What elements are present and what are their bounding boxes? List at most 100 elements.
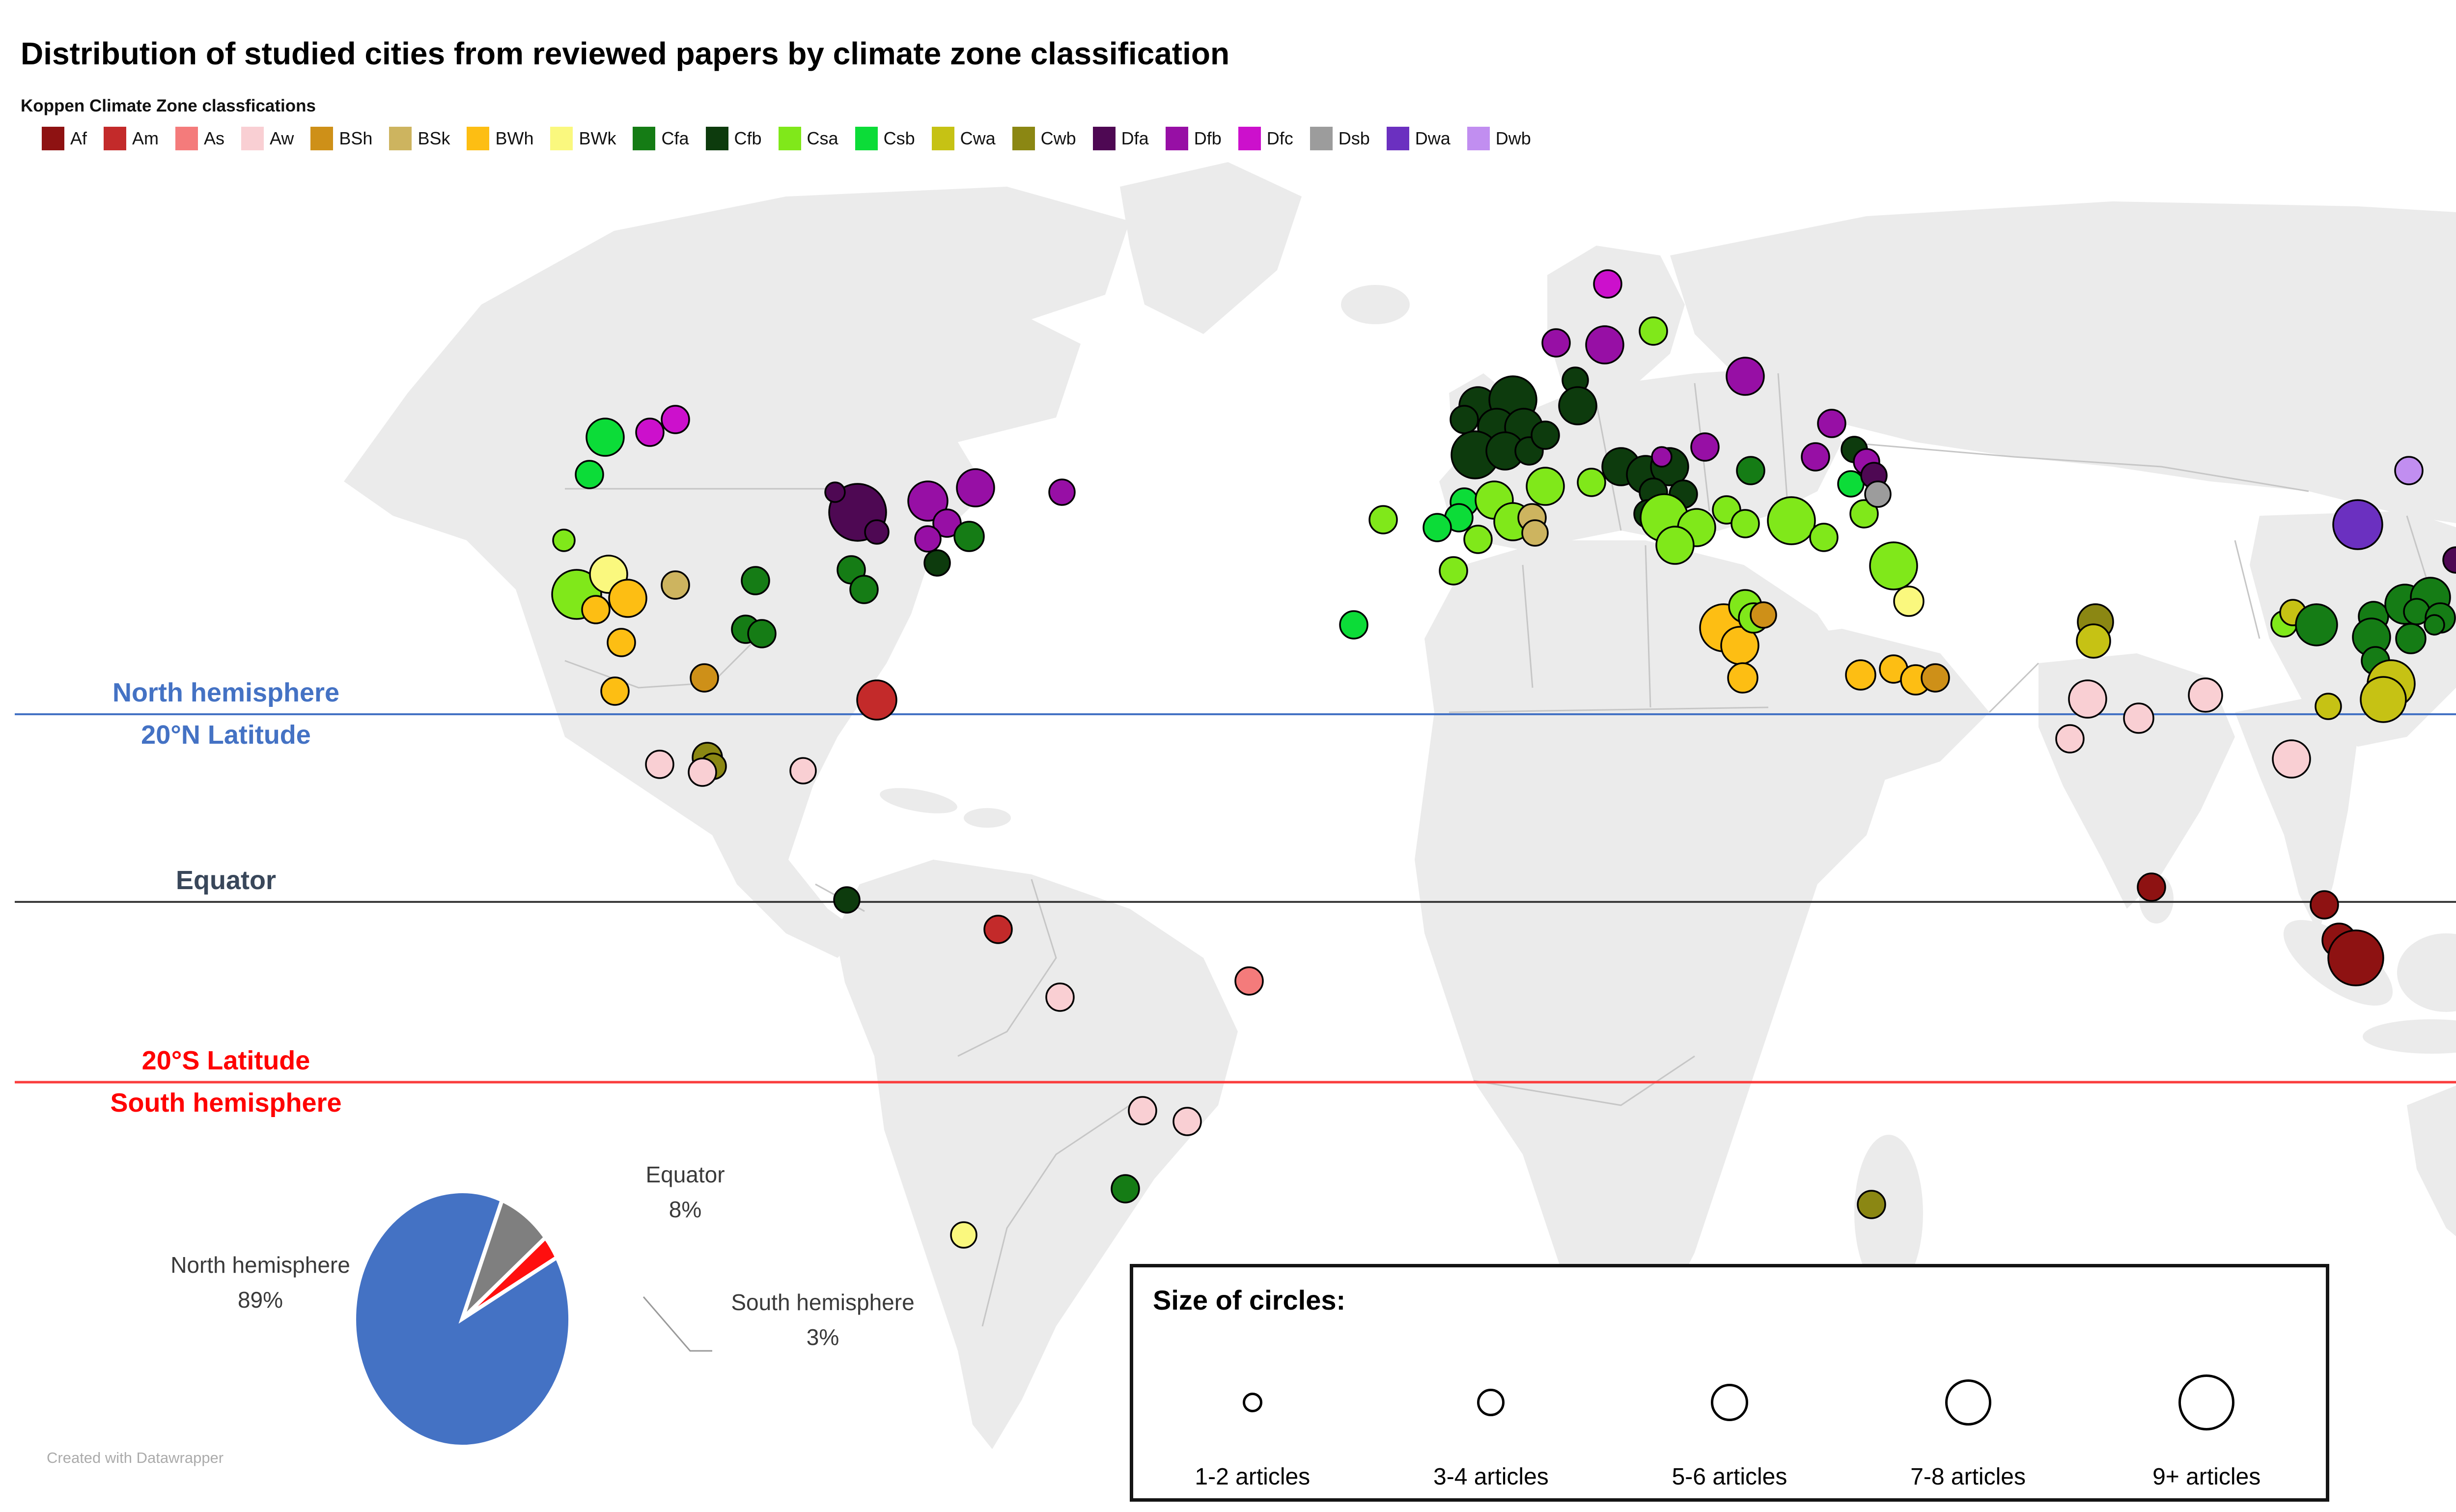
koppen-swatch-Csa [778, 127, 801, 150]
latitude-label-above-lat-20n: North hemisphere [112, 678, 340, 707]
city-circle-Csb [1339, 610, 1368, 640]
pie-label-equator-pct: 8% [669, 1197, 702, 1223]
size-bin-label: 1-2 articles [1195, 1464, 1311, 1490]
city-circle-Csa [1368, 505, 1398, 534]
latitude-label-above-equator: Equator [175, 866, 276, 895]
koppen-legend-item-Cfa: Cfa [633, 127, 689, 150]
city-circle-BWh [1727, 662, 1758, 694]
pie-label-north-pct: 89% [237, 1287, 283, 1313]
koppen-legend-items: Af Am As Aw BSh BSk BWh BWk Cfa Cfb Csa Csb Cwa Cwb Df… [42, 127, 1531, 150]
koppen-swatch-label: As [204, 128, 225, 148]
city-circle-Dfc [635, 418, 665, 447]
landmass-borneo [2397, 933, 2456, 1012]
city-circle-Csb [1837, 470, 1865, 498]
circle-size-legend-title: Size of circles: [1153, 1285, 1346, 1316]
koppen-swatch-label: BSh [339, 128, 373, 148]
landmass-greenland [1120, 162, 1302, 334]
datawrapper-credit: Created with Datawrapper [47, 1449, 224, 1466]
hemisphere-pie-chart [352, 1189, 573, 1449]
city-circle-Af [2327, 929, 2384, 986]
city-circle-Csb [586, 418, 625, 457]
koppen-swatch-label: Dfb [1194, 128, 1222, 148]
city-circle-BWh [607, 628, 636, 657]
koppen-legend-item-As: As [175, 127, 224, 150]
koppen-swatch-label: Cfa [661, 128, 689, 148]
koppen-swatch-label: BWk [579, 128, 616, 148]
city-circle-Cwa [2315, 693, 2342, 720]
city-circle-Csa [1526, 467, 1565, 506]
koppen-swatch-Dfc [1238, 127, 1261, 150]
city-circle-Csa [1849, 499, 1879, 529]
city-circle-Dfa [864, 519, 890, 545]
city-circle-Cwb [1857, 1190, 1886, 1219]
koppen-legend-item-Cfb: Cfb [705, 127, 762, 150]
city-circle-Dfc [1593, 269, 1622, 299]
koppen-legend-item-Af: Af [42, 127, 87, 150]
size-bin-circle-holder [2178, 1358, 2235, 1447]
latitude-label-below-lat-20n: 20°N Latitude [141, 720, 311, 750]
koppen-legend-item-Dsb: Dsb [1310, 127, 1370, 150]
size-bin-label: 9+ articles [2152, 1464, 2261, 1490]
pie-label-equator-text: Equator [645, 1162, 725, 1187]
city-circle-Cfa [741, 566, 770, 595]
pie-label-south-text: South hemisphere [731, 1289, 915, 1315]
landmass-siberia-russia [1670, 201, 2456, 523]
landmass-africa [1415, 540, 1891, 1326]
koppen-swatch-BWk [550, 127, 573, 150]
pie-slice-north [352, 1189, 573, 1449]
city-circle-Dfb [1585, 325, 1624, 364]
city-circle-Dfa [2442, 546, 2456, 574]
size-bin-label: 3-4 articles [1433, 1464, 1549, 1490]
city-circle-Aw [2123, 702, 2154, 734]
city-circle-Dfb [1048, 478, 1076, 506]
size-bin: 1-2 articles [1133, 1326, 1372, 1503]
size-bin-circle [1242, 1393, 1262, 1412]
pie-label-north-text: North hemisphere [170, 1252, 350, 1278]
pie-label-south-hemisphere: South hemisphere 3% [717, 1285, 928, 1355]
landmass-southeast-asia [2235, 698, 2358, 933]
koppen-legend-item-Dfa: Dfa [1092, 127, 1149, 150]
koppen-legend-item-Dwb: Dwb [1467, 127, 1531, 150]
circle-size-legend: Size of circles: 1-2 articles 3-4 article… [1130, 1264, 2329, 1502]
koppen-swatch-As [175, 127, 198, 150]
city-circle-BWh [581, 595, 611, 624]
koppen-swatch-Af [42, 127, 64, 150]
landmass-cuba [880, 788, 957, 813]
city-circle-BSk [661, 570, 690, 600]
city-circle-Csa [1767, 496, 1816, 545]
size-bin: 5-6 articles [1610, 1326, 1849, 1503]
city-circle-Csa [552, 529, 576, 552]
city-circle-Dfb [956, 468, 995, 507]
city-circle-Cfa [2295, 603, 2338, 646]
page-title: Distribution of studied cities from revi… [21, 36, 1230, 71]
landmass-hispaniola [964, 808, 1011, 828]
koppen-legend-item-Dfb: Dfb [1165, 127, 1222, 150]
city-circle-Dfa [824, 481, 846, 503]
landmass-south-america [835, 860, 1238, 1449]
city-circle-Cfa [953, 521, 985, 552]
koppen-swatch-Dwb [1467, 127, 1490, 150]
city-circle-BSh [1921, 663, 1950, 693]
city-circle-Am [983, 915, 1013, 944]
pie-leader-line [642, 1296, 712, 1352]
city-circle-Aw [645, 750, 674, 779]
city-circle-Cfa [1736, 456, 1765, 485]
size-bin-circle [2178, 1374, 2235, 1430]
city-circle-Dfb [1541, 328, 1571, 358]
city-circle-BWh [1845, 659, 1876, 691]
size-bin-circle [1477, 1389, 1505, 1416]
size-bin-circle-holder [1477, 1358, 1505, 1447]
koppen-swatch-label: BWh [495, 128, 534, 148]
city-circle-Cfb [1531, 420, 1560, 450]
size-bin-circle [1710, 1384, 1748, 1421]
koppen-swatch-label: Cfb [734, 128, 762, 148]
size-bin: 7-8 articles [1849, 1326, 2088, 1503]
koppen-swatch-Dwa [1386, 127, 1409, 150]
city-circle-Csa [1439, 556, 1468, 586]
city-circle-Csa [1577, 468, 1606, 497]
city-circle-Af [2137, 872, 2166, 902]
city-circle-Cfb [1450, 405, 1479, 434]
city-circle-Dfb [914, 525, 942, 553]
city-circle-Am [856, 679, 897, 721]
